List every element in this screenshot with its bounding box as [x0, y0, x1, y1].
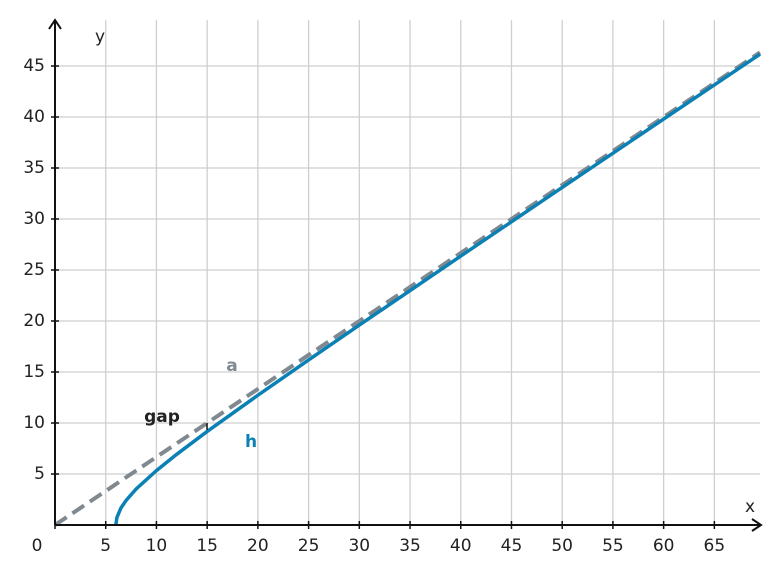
x-tick-label: 65 — [704, 536, 726, 556]
x-axis — [55, 518, 763, 532]
x-tick-label: 60 — [653, 536, 675, 556]
x-tick-label: 30 — [348, 536, 370, 556]
y-tick-label: 5 — [34, 464, 45, 484]
x-tick-label: 5 — [100, 536, 111, 556]
y-tick-label: 45 — [23, 56, 45, 76]
x-tick-label: 55 — [602, 536, 624, 556]
x-tick-label: 10 — [146, 536, 168, 556]
series-label: a — [226, 356, 237, 376]
x-tick-label: 45 — [501, 536, 523, 556]
curve — [53, 50, 762, 527]
series-label: h — [245, 432, 257, 452]
curve — [114, 52, 761, 526]
y-axis-label: y — [95, 27, 105, 47]
y-axis — [48, 18, 62, 525]
y-tick-label: 40 — [23, 107, 45, 127]
y-tick-label: 25 — [23, 260, 45, 280]
x-tick-label: 0 — [32, 536, 43, 556]
y-tick-label: 30 — [23, 209, 45, 229]
x-tick-label: 25 — [298, 536, 320, 556]
x-tick-label: 40 — [450, 536, 472, 556]
x-tick-label: 20 — [247, 536, 269, 556]
y-tick-label: 15 — [23, 362, 45, 382]
x-tick-label: 35 — [399, 536, 421, 556]
y-tick-label: 10 — [23, 413, 45, 433]
annotation: gap — [144, 407, 180, 427]
x-axis-label: x — [745, 497, 755, 517]
curves — [53, 50, 762, 527]
x-tick-label: 15 — [196, 536, 218, 556]
y-tick-label: 35 — [23, 158, 45, 178]
y-tick-label: 20 — [23, 311, 45, 331]
grid — [54, 20, 760, 525]
x-tick-label: 50 — [551, 536, 573, 556]
